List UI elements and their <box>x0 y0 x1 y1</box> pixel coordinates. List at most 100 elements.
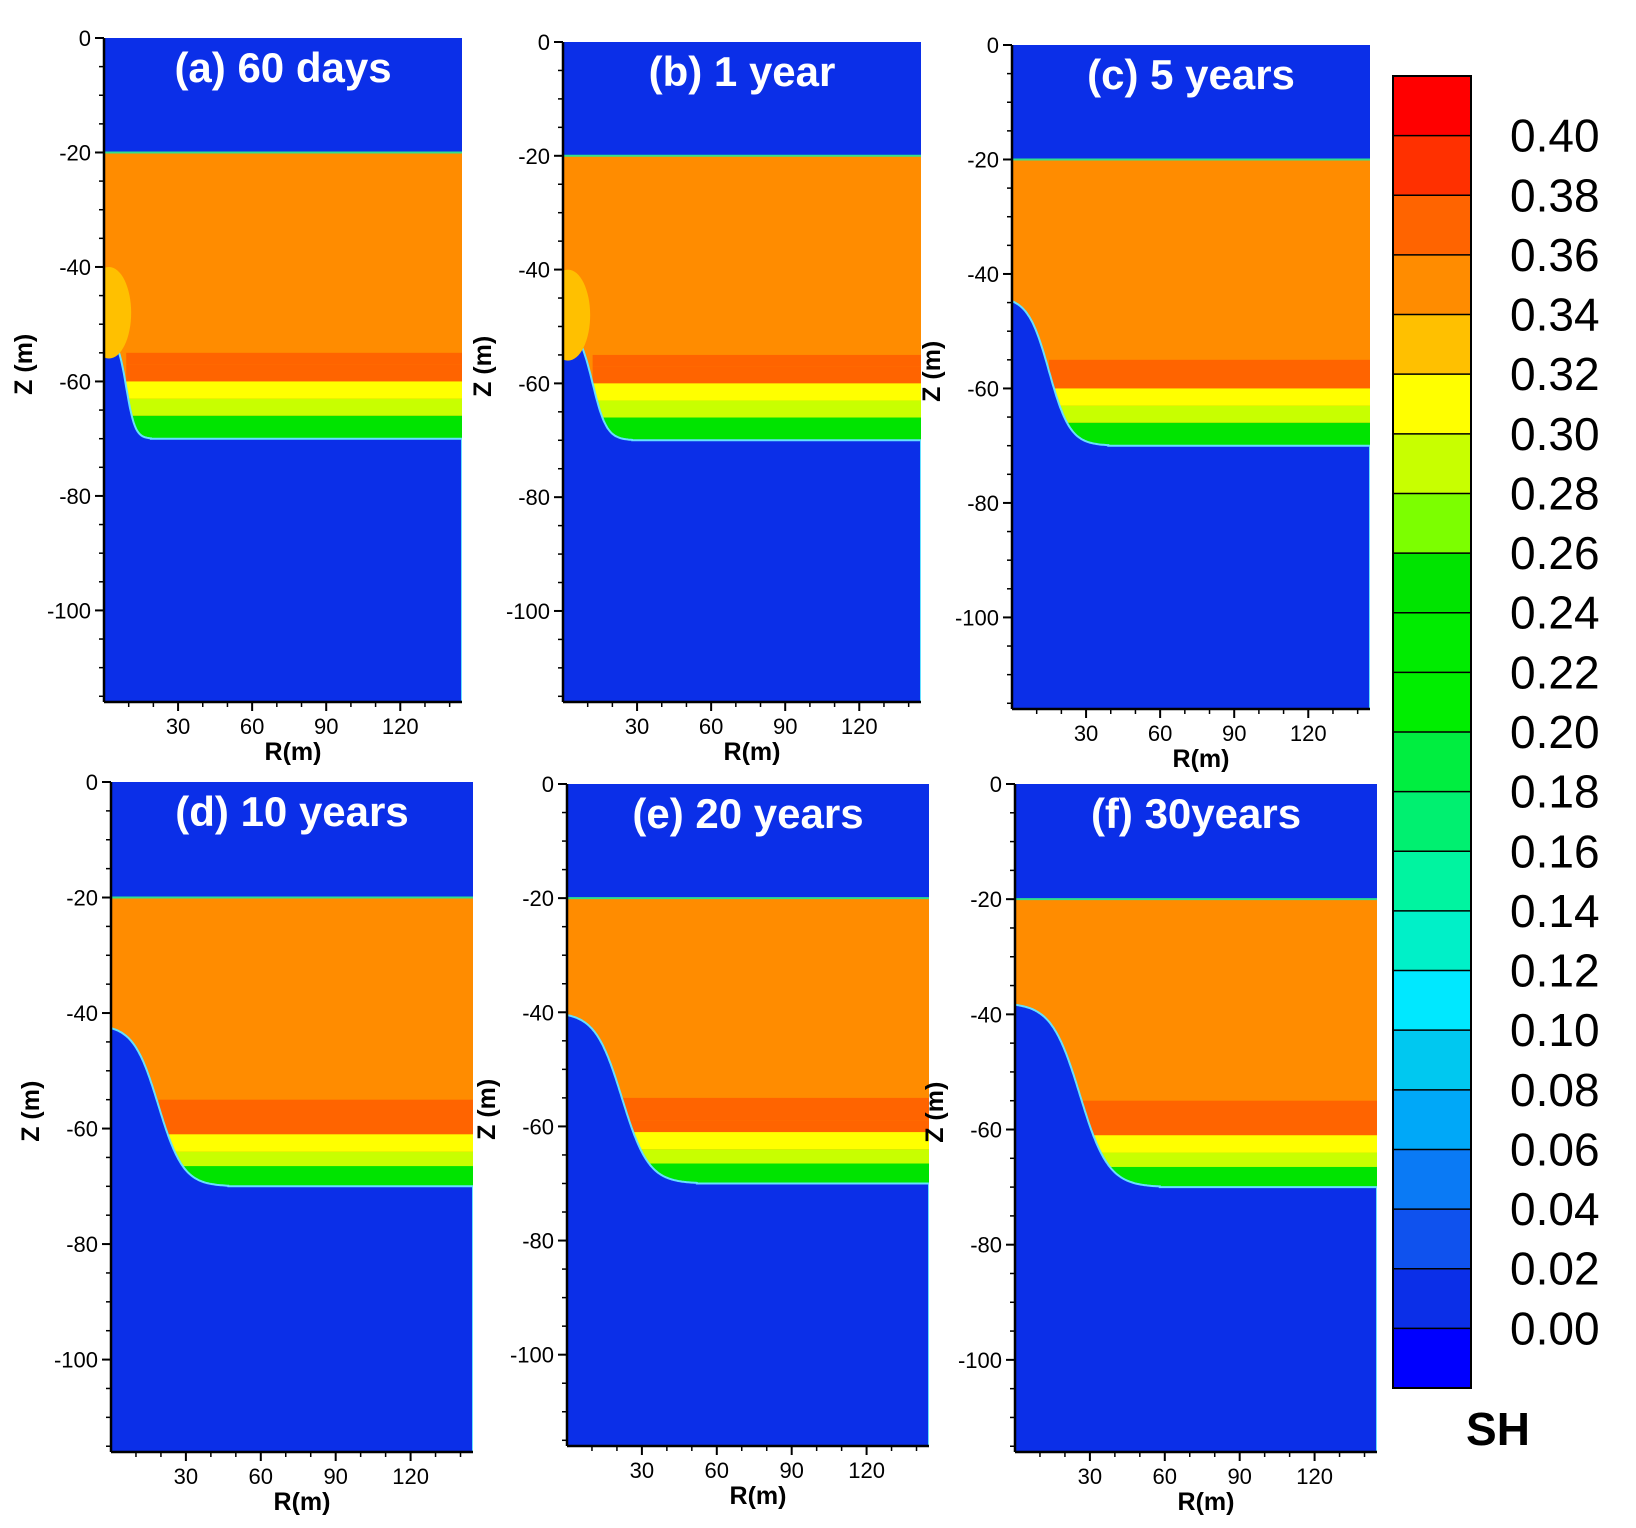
contour-field <box>1015 784 1377 1452</box>
x-tick-label: 120 <box>392 1464 429 1489</box>
x-tick-label: 90 <box>1222 721 1246 746</box>
x-axis-title: R(m) <box>730 1482 787 1510</box>
panel-title: (e) 20 years <box>632 790 863 837</box>
contour-field <box>104 38 462 702</box>
sh-band <box>592 420 921 441</box>
x-tick-label: 120 <box>382 714 419 739</box>
colorbar-label: 0.10 <box>1510 1004 1600 1056</box>
sh-band <box>592 366 921 384</box>
colorbar: 0.40 0.38 0.36 0.34 0.32 0.30 0.28 0.26 0.24 0.22… <box>1392 75 1600 1455</box>
colorbar-bin <box>1393 791 1471 852</box>
colorbar-bin <box>1393 374 1471 435</box>
colorbar-bin <box>1393 672 1471 733</box>
y-tick-label: -60 <box>518 371 550 396</box>
colorbar-label: 0.40 <box>1510 110 1600 162</box>
sh-band <box>126 398 462 416</box>
y-tick-label: -100 <box>47 598 91 623</box>
y-tick-label: 0 <box>538 30 550 55</box>
colorbar-bin <box>1393 732 1471 793</box>
y-axis-title: Z (m) <box>17 1081 45 1142</box>
y-tick-label: -40 <box>66 1001 98 1026</box>
y-tick-label: -100 <box>510 1343 554 1368</box>
colorbar-bin <box>1393 1328 1471 1389</box>
y-tick-label: -100 <box>955 605 999 630</box>
sh-band <box>126 352 462 365</box>
colorbar-label: 0.26 <box>1510 527 1600 579</box>
colorbar-label: 0.08 <box>1510 1064 1600 1116</box>
y-tick-label: -100 <box>958 1348 1002 1373</box>
y-tick-label: 0 <box>86 770 98 795</box>
y-tick-label: 0 <box>542 772 554 797</box>
y-tick-label: -80 <box>59 484 91 509</box>
panels-layer: 0 -20 -40 -60 -80 -100 30 60 90 120 R(m) Z (m) (a) 6… <box>10 26 1377 1516</box>
panel-b: 0 -20 -40 -60 -80 -100 30 60 90 120 R(m) Z (m) (b) 1… <box>469 30 921 766</box>
y-tick-label: -20 <box>970 887 1002 912</box>
x-tick-label: 60 <box>1153 1464 1177 1489</box>
y-tick-label: -80 <box>518 485 550 510</box>
sh-band <box>158 1099 473 1117</box>
colorbar-bin <box>1393 851 1471 912</box>
y-tick-label: -80 <box>967 491 999 516</box>
sh-band <box>1049 377 1370 389</box>
colorbar-bin <box>1393 970 1471 1031</box>
colorbar-frame <box>1392 75 1472 1389</box>
x-tick-label: 90 <box>773 714 797 739</box>
colorbar-bin <box>1393 135 1471 196</box>
colorbar-bin <box>1393 76 1471 137</box>
y-tick-label: 0 <box>987 33 999 58</box>
y-axis-title: Z (m) <box>10 334 38 395</box>
colorbar-bin <box>1393 553 1471 614</box>
colorbar-label: 0.12 <box>1510 945 1600 997</box>
x-tick-label: 120 <box>1296 1464 1333 1489</box>
x-axis-title: R(m) <box>724 738 781 766</box>
panel-title: (f) 30years <box>1091 790 1301 837</box>
panel-title: (d) 10 years <box>175 788 408 835</box>
x-tick-label: 90 <box>323 1464 347 1489</box>
x-axis-title: R(m) <box>274 1488 331 1516</box>
sh-band <box>1079 1118 1377 1136</box>
x-axis-title: R(m) <box>1178 1488 1235 1516</box>
colorbar-label: 0.36 <box>1510 229 1600 281</box>
sh-band <box>158 1117 473 1135</box>
colorbar-label: 0.38 <box>1510 169 1600 221</box>
sh-band <box>126 364 462 382</box>
sh-band <box>1079 1152 1377 1170</box>
y-tick-label: -40 <box>970 1002 1002 1027</box>
contour-field <box>111 782 473 1452</box>
colorbar-bin <box>1393 254 1471 316</box>
sh-band <box>158 1166 473 1187</box>
colorbar-label: 0.18 <box>1510 766 1600 818</box>
colorbar-title: SH <box>1466 1403 1530 1455</box>
y-tick-label: -20 <box>522 886 554 911</box>
panel-title: (b) 1 year <box>649 48 836 95</box>
contour-field <box>1012 45 1370 709</box>
x-tick-label: 60 <box>699 714 723 739</box>
y-tick-label: -80 <box>522 1229 554 1254</box>
sh-band <box>1079 1166 1377 1188</box>
y-tick-label: 0 <box>79 26 91 51</box>
x-tick-label: 90 <box>779 1458 803 1483</box>
contour-field <box>563 42 921 702</box>
panel-e: 0 -20 -40 -60 -80 -100 30 60 90 120 R(m) Z (m) (e) 2… <box>473 772 929 1510</box>
sh-band <box>592 383 921 401</box>
y-tick-label: -20 <box>66 886 98 911</box>
x-tick-label: 120 <box>1290 721 1327 746</box>
sh-band <box>1079 1135 1377 1153</box>
contour-field <box>567 784 929 1446</box>
panel-title: (a) 60 days <box>174 44 391 91</box>
panel-d: 0 -20 -40 -60 -80 -100 30 60 90 120 R(m) Z (m) (d) 1… <box>17 770 473 1516</box>
sh-band <box>158 1134 473 1152</box>
x-tick-label: 30 <box>630 1458 654 1483</box>
y-tick-label: -20 <box>59 140 91 165</box>
x-tick-label: 90 <box>1227 1464 1251 1489</box>
colorbar-label: 0.30 <box>1510 408 1600 460</box>
colorbar-label: 0.16 <box>1510 825 1600 877</box>
panel-c: 0 -20 -40 -60 -80 -100 30 60 90 120 R(m) Z (m) (c) 5… <box>918 33 1370 773</box>
x-tick-label: 30 <box>1074 721 1098 746</box>
colorbar-bin <box>1393 1030 1471 1091</box>
sh-band <box>1049 405 1370 423</box>
sh-band <box>126 418 462 439</box>
x-tick-label: 60 <box>705 1458 729 1483</box>
y-tick-label: -60 <box>522 1114 554 1139</box>
x-axis-title: R(m) <box>265 738 322 766</box>
